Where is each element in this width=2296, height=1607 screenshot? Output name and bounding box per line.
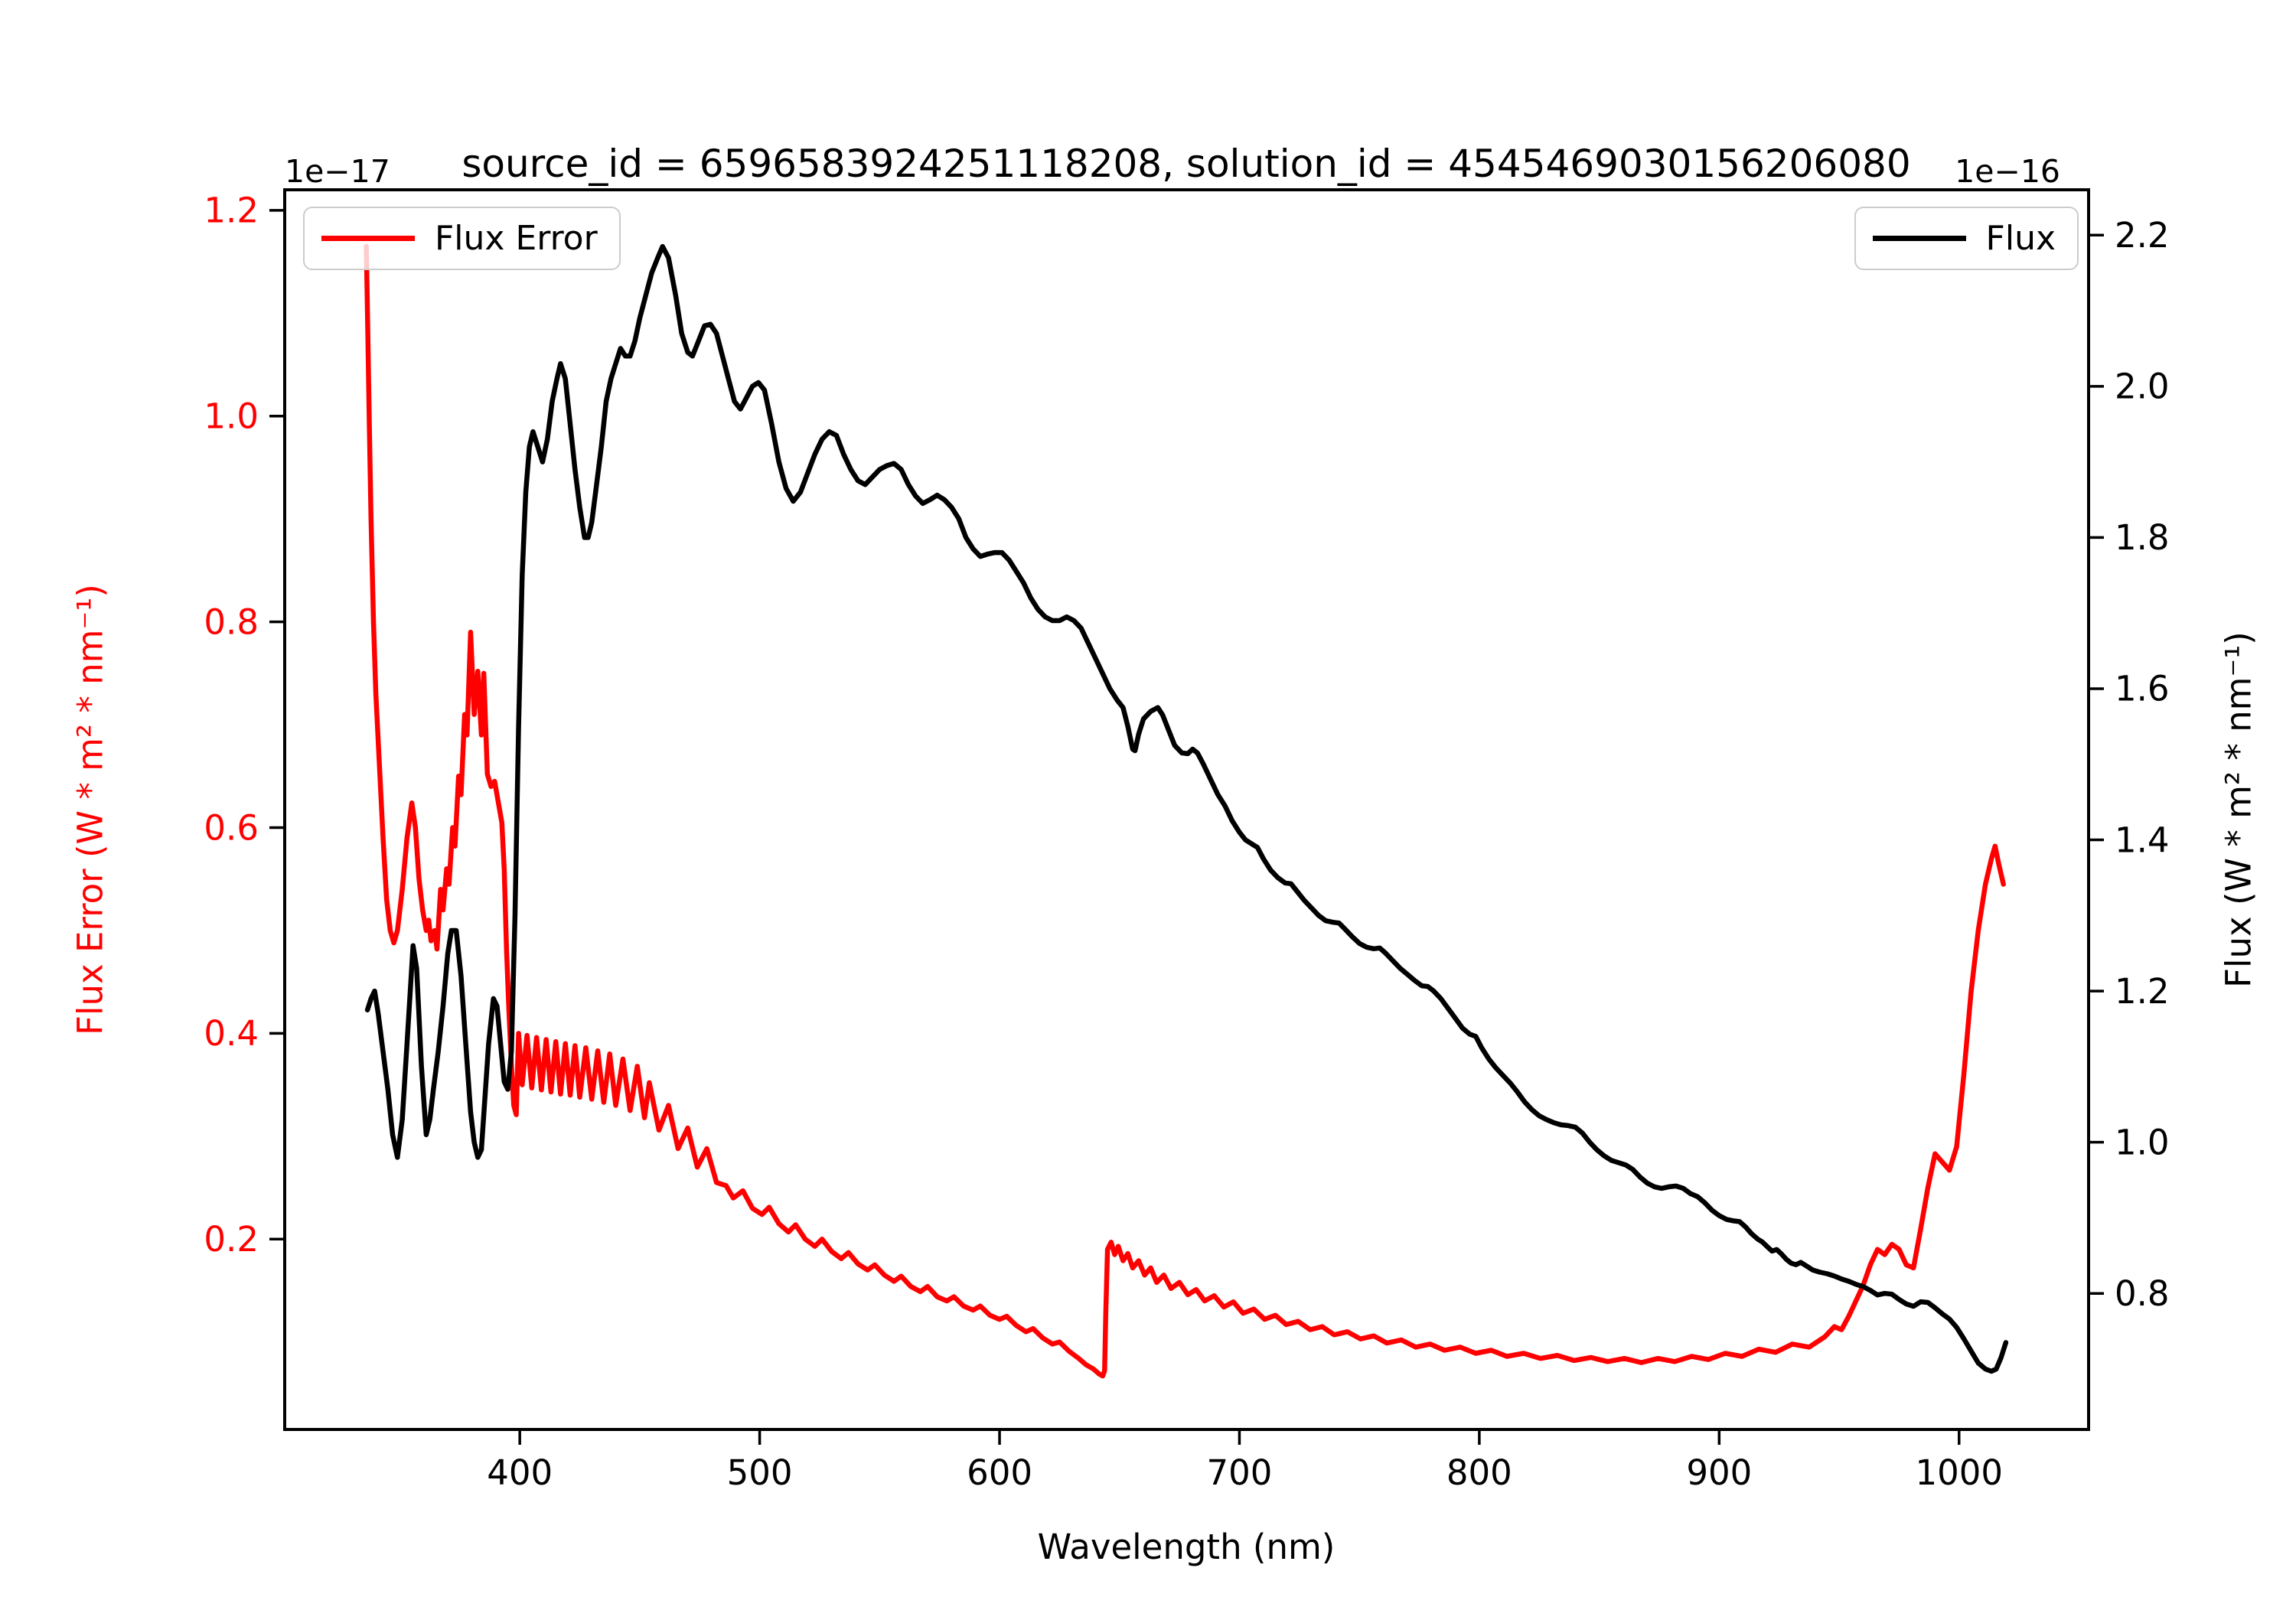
svg-text:0.4: 0.4 bbox=[204, 1013, 259, 1054]
svg-text:1.0: 1.0 bbox=[204, 396, 259, 437]
svg-text:1.6: 1.6 bbox=[2115, 669, 2170, 709]
svg-text:900: 900 bbox=[1686, 1452, 1752, 1493]
x-axis-label: Wavelength (nm) bbox=[1037, 1527, 1336, 1567]
svg-text:800: 800 bbox=[1446, 1452, 1512, 1493]
legend-flux-error: Flux Error bbox=[303, 207, 621, 270]
legend-flux-label: Flux bbox=[1985, 219, 2056, 258]
svg-text:1.0: 1.0 bbox=[2115, 1122, 2170, 1162]
svg-text:500: 500 bbox=[727, 1452, 793, 1493]
curves bbox=[364, 243, 2009, 1379]
svg-text:1000: 1000 bbox=[1915, 1452, 2003, 1493]
left-axis-offset-text: 1e−17 bbox=[285, 153, 390, 190]
svg-text:2.2: 2.2 bbox=[2115, 215, 2170, 256]
right-axis-offset-text: 1e−16 bbox=[1955, 153, 2060, 190]
svg-text:1.8: 1.8 bbox=[2115, 517, 2170, 558]
curve-flux bbox=[364, 243, 2009, 1374]
svg-text:0.8: 0.8 bbox=[204, 601, 259, 642]
svg-text:1.2: 1.2 bbox=[2115, 971, 2170, 1012]
svg-text:2.0: 2.0 bbox=[2115, 367, 2170, 407]
svg-text:400: 400 bbox=[487, 1452, 553, 1493]
legend-flux-error-label: Flux Error bbox=[435, 219, 598, 258]
svg-text:0.2: 0.2 bbox=[204, 1219, 259, 1260]
axis-ticks: 400 500 600 700 800 900 1000 0.2 0.4 0.6 0.8 1.0 1.2… bbox=[204, 191, 2169, 1493]
svg-text:0.8: 0.8 bbox=[2115, 1273, 2170, 1314]
left-y-axis-label: Flux Error (W * m² * nm⁻¹) bbox=[70, 584, 111, 1035]
svg-text:1.4: 1.4 bbox=[2115, 820, 2170, 860]
legend-flux: Flux bbox=[1854, 207, 2079, 270]
svg-text:600: 600 bbox=[967, 1452, 1032, 1493]
plot-frame bbox=[283, 188, 2090, 1431]
svg-text:0.6: 0.6 bbox=[204, 807, 259, 848]
chart-title: source_id = 6596583924251118208, solutio… bbox=[461, 142, 1911, 186]
svg-text:700: 700 bbox=[1207, 1452, 1273, 1493]
flux-error-line-sample bbox=[321, 236, 415, 241]
svg-text:1.2: 1.2 bbox=[204, 191, 259, 231]
flux-line-sample bbox=[1872, 236, 1966, 241]
right-y-axis-label: Flux (W * m² * nm⁻¹) bbox=[2218, 631, 2259, 988]
curve-flux-error bbox=[364, 243, 2006, 1379]
